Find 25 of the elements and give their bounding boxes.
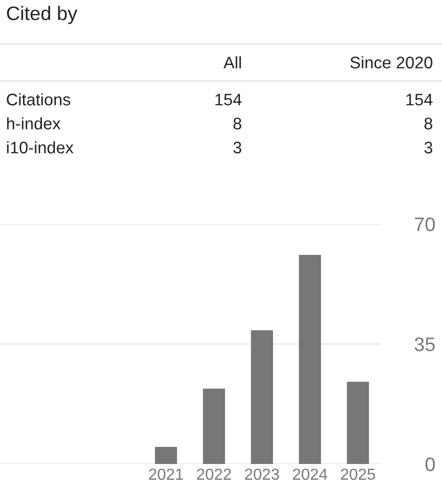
bar (250, 330, 274, 464)
bar (298, 254, 321, 464)
x-tick-label: 2023 (245, 468, 280, 480)
bar (154, 446, 178, 464)
text: 3 (424, 142, 432, 154)
x-tick-label: 2021 (149, 468, 183, 480)
text: Cited by (6, 6, 78, 24)
text: 3 (233, 142, 242, 154)
text: All (224, 56, 241, 68)
bar (346, 382, 369, 464)
bar (202, 388, 226, 464)
text: 8 (424, 118, 432, 130)
y-tick-label: 70 (414, 217, 435, 232)
text: 154 (215, 94, 242, 106)
x-tick-label: 2024 (292, 468, 328, 480)
text: Citations (6, 93, 70, 106)
text: 8 (233, 118, 242, 130)
text: h-index (7, 117, 60, 130)
text: i10-index (7, 141, 74, 154)
x-tick-label: 2022 (197, 468, 231, 480)
text: 154 (406, 94, 433, 106)
x-tick-label: 2025 (340, 468, 376, 480)
y-tick-label: 0 (426, 457, 435, 472)
y-tick-label: 35 (414, 337, 435, 352)
text: Since 2020 (350, 56, 432, 68)
